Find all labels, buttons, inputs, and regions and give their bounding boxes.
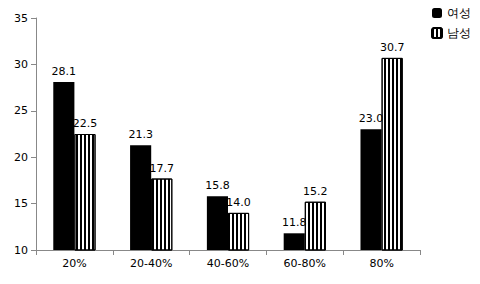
svg-text:28.1: 28.1 [52, 65, 76, 78]
svg-text:15: 15 [14, 197, 28, 210]
svg-text:여성: 여성 [447, 6, 471, 20]
svg-text:남성: 남성 [447, 26, 471, 40]
svg-text:22.5: 22.5 [73, 117, 98, 130]
svg-text:30.7: 30.7 [380, 41, 405, 54]
svg-text:60-80%: 60-80% [284, 257, 326, 270]
svg-text:21.3: 21.3 [128, 128, 153, 141]
svg-text:11.8: 11.8 [282, 216, 307, 229]
svg-text:17.7: 17.7 [150, 162, 175, 175]
svg-text:20-40%: 20-40% [130, 257, 172, 270]
svg-text:35: 35 [14, 12, 28, 25]
svg-text:20: 20 [14, 151, 28, 164]
svg-text:10: 10 [14, 244, 28, 257]
svg-text:23.0: 23.0 [359, 112, 384, 125]
svg-text:30: 30 [14, 58, 28, 71]
svg-text:80%: 80% [369, 257, 393, 270]
svg-text:15.8: 15.8 [205, 179, 230, 192]
svg-text:20%: 20% [62, 257, 86, 270]
svg-text:15.2: 15.2 [303, 185, 328, 198]
svg-text:14.0: 14.0 [226, 196, 251, 209]
svg-text:25: 25 [14, 104, 28, 117]
svg-text:40-60%: 40-60% [207, 257, 249, 270]
